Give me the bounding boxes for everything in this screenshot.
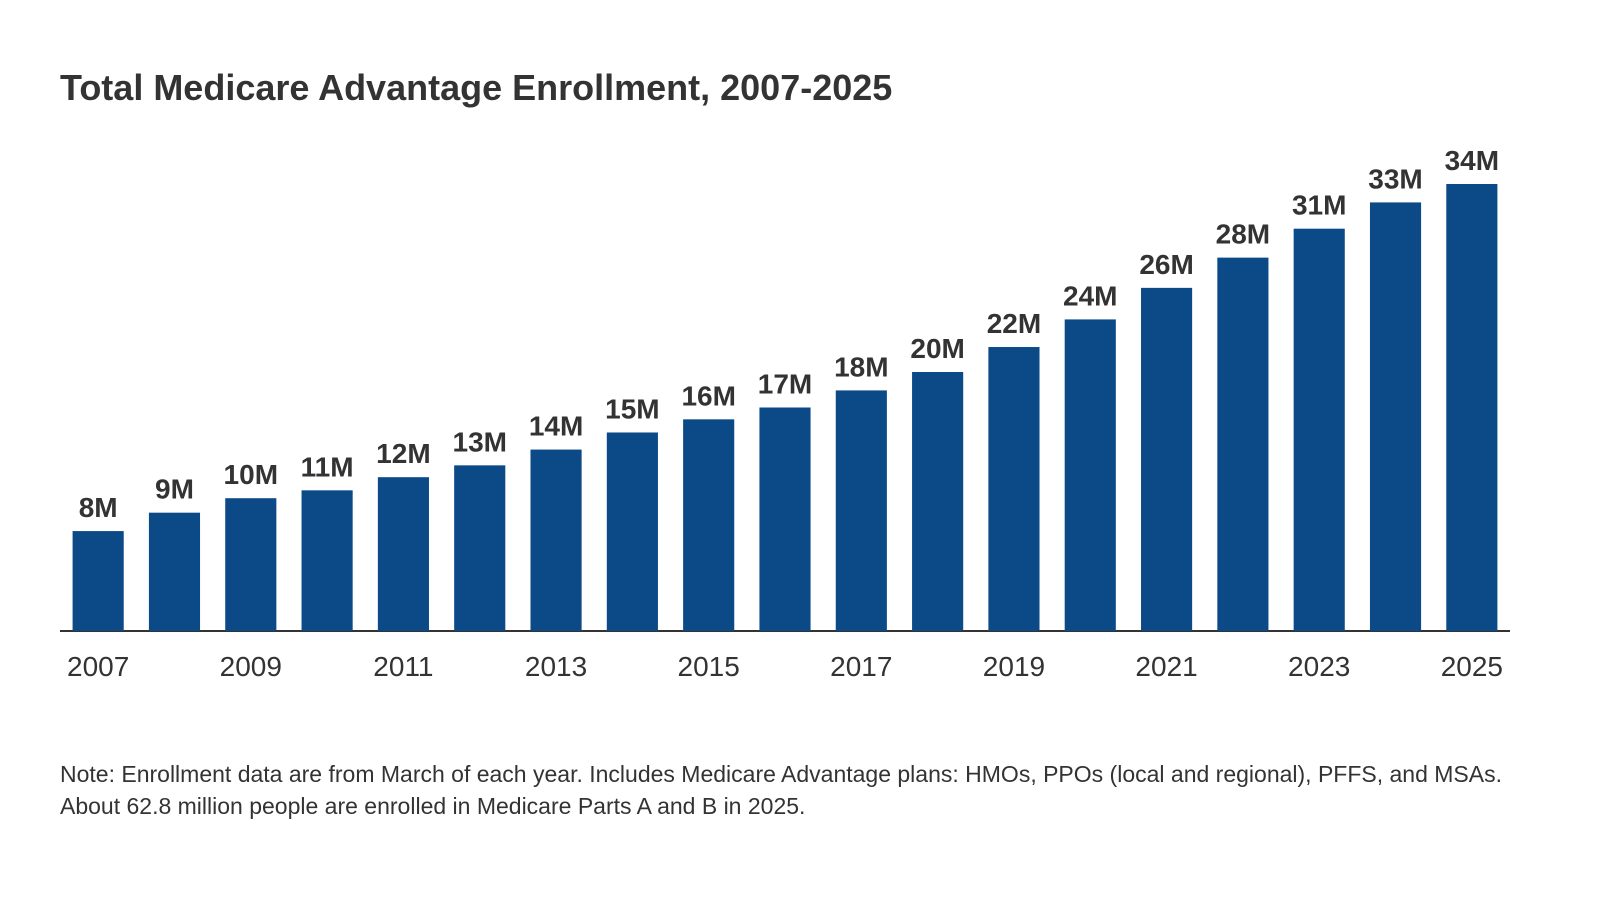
value-label: 18M [834,351,888,382]
value-label: 12M [376,438,430,469]
x-tick-label: 2021 [1135,651,1197,682]
bar [530,449,582,631]
bar [454,465,506,631]
chart-title: Total Medicare Advantage Enrollment, 200… [60,67,892,108]
value-label: 9M [155,474,194,505]
bar [988,347,1040,631]
value-label: 34M [1445,145,1499,176]
value-label: 15M [605,393,659,424]
bar [835,390,887,631]
x-tick-label: 2013 [525,651,587,682]
x-tick-label: 2011 [373,651,433,682]
x-tick-label: 2017 [830,651,892,682]
bar [912,372,964,631]
bar [377,477,429,631]
value-label: 13M [453,426,507,457]
bar [72,531,124,631]
value-label: 14M [529,411,583,442]
x-tick-label: 2019 [983,651,1045,682]
bar [1446,184,1498,631]
bar [1064,319,1116,631]
note: Note: Enrollment data are from March of … [60,761,1503,819]
x-tick-label: 2007 [67,651,129,682]
bar [148,512,201,631]
value-label: 17M [758,369,812,400]
value-label: 11M [301,451,354,482]
value-label: 31M [1292,190,1346,221]
value-label: 24M [1063,280,1117,311]
value-label: 10M [224,459,278,490]
value-label: 28M [1216,219,1270,250]
x-tick-label: 2025 [1441,651,1503,682]
value-label: 26M [1139,249,1193,280]
value-label: 8M [79,492,118,523]
bar [606,432,658,631]
bar [759,407,811,631]
bar [1141,287,1193,631]
value-label: 22M [987,308,1041,339]
value-label: 33M [1368,163,1422,194]
bar [1217,257,1269,631]
bar [1293,228,1345,631]
bar [683,419,735,631]
x-tick-label: 2009 [220,651,282,682]
x-tick-label: 2023 [1288,651,1350,682]
bar [225,498,277,631]
x-tick-label: 2015 [678,651,740,682]
bar [301,490,353,631]
value-label: 16M [681,380,735,411]
bar [1369,202,1422,631]
value-label: 20M [910,333,964,364]
